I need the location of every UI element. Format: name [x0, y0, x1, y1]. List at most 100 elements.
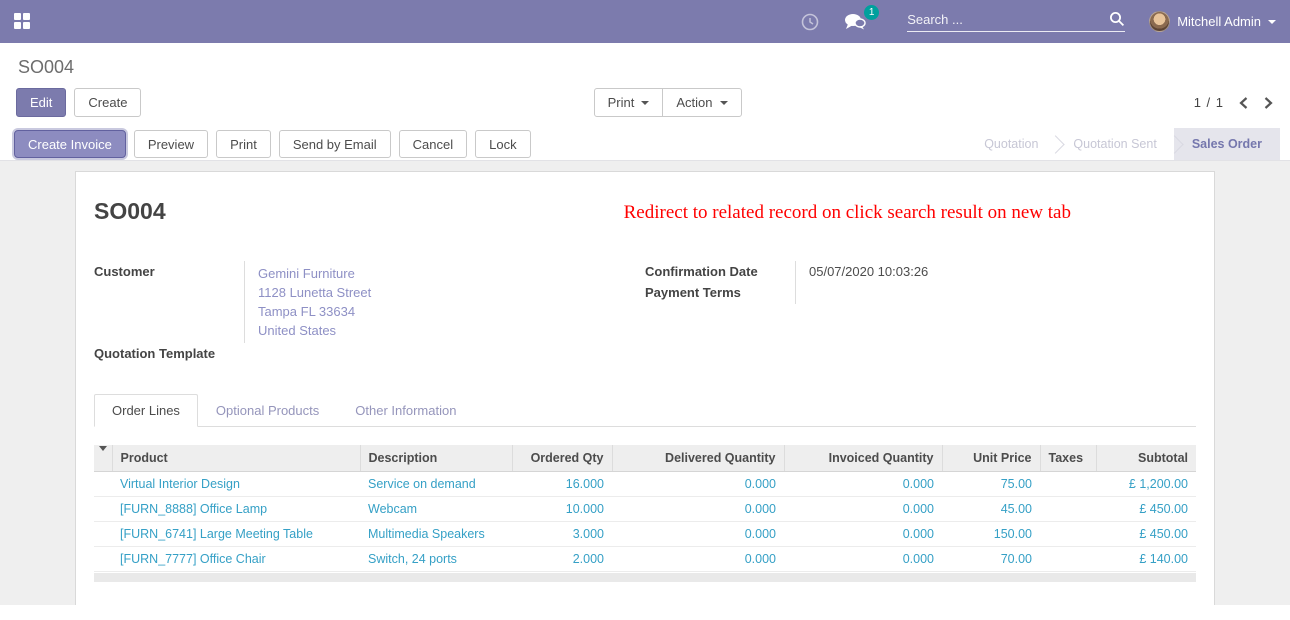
table-row[interactable]: [FURN_8888] Office Lamp Webcam 10.000 0.000… [94, 496, 1196, 522]
table-cell[interactable] [1040, 546, 1096, 572]
table-cell[interactable]: £ 140.00 [1096, 546, 1196, 572]
col-taxes[interactable]: Taxes [1040, 445, 1097, 472]
control-panel: SO004 Edit Create Print Action 1 / 1 [0, 43, 1290, 128]
right-field-group: Confirmation Date 05/07/2020 10:03:26 Pa… [645, 261, 1196, 364]
user-menu[interactable]: Mitchell Admin [1149, 11, 1276, 32]
table-row[interactable]: [FURN_6741] Large Meeting Table Multimedi… [94, 521, 1196, 547]
pager-previous-icon[interactable] [1238, 96, 1249, 110]
table-cell[interactable]: 0.000 [612, 546, 784, 572]
table-sort-caret[interactable] [94, 445, 113, 472]
stage-quotation-sent[interactable]: Quotation Sent [1073, 137, 1157, 151]
row-caret-cell [94, 471, 112, 497]
table-cell[interactable]: Virtual Interior Design [112, 471, 360, 497]
table-cell[interactable]: 0.000 [612, 521, 784, 547]
table-cell[interactable] [1040, 471, 1096, 497]
lock-button[interactable]: Lock [475, 130, 531, 158]
col-delivered-quantity[interactable]: Delivered Quantity [612, 445, 785, 472]
avatar [1149, 11, 1171, 32]
caret-down-icon [719, 100, 728, 105]
table-cell[interactable]: 0.000 [784, 471, 942, 497]
row-caret-cell [94, 496, 112, 522]
table-cell[interactable]: Multimedia Speakers [360, 521, 512, 547]
apps-menu-icon[interactable] [14, 13, 31, 30]
form-sheet: SO004 Redirect to related record on clic… [75, 171, 1215, 605]
table-cell[interactable]: 0.000 [612, 496, 784, 522]
order-lines-table: Product Description Ordered Qty Delivere… [94, 445, 1196, 572]
print-dropdown-button[interactable]: Print [593, 88, 664, 117]
table-cell[interactable]: Webcam [360, 496, 512, 522]
table-cell[interactable]: 0.000 [612, 471, 784, 497]
table-cell[interactable]: 45.00 [942, 496, 1040, 522]
table-cell[interactable]: 150.00 [942, 521, 1040, 547]
table-cell[interactable]: 10.000 [512, 496, 612, 522]
activities-clock-icon[interactable] [801, 13, 819, 31]
customer-value[interactable]: Gemini Furniture 1128 Lunetta Street Tam… [244, 261, 645, 343]
table-cell[interactable]: £ 450.00 [1096, 521, 1196, 547]
payment-terms-value[interactable] [795, 282, 1196, 304]
pager-count: 1 / 1 [1193, 95, 1224, 110]
confirmation-date-label: Confirmation Date [645, 264, 758, 279]
notebook-tabs: Order Lines Optional Products Other Info… [94, 394, 1196, 427]
customer-label: Customer [94, 264, 155, 279]
table-cell[interactable] [1040, 496, 1096, 522]
table-cell[interactable]: Service on demand [360, 471, 512, 497]
table-cell[interactable]: 3.000 [512, 521, 612, 547]
messages-chat-icon[interactable]: 1 [843, 5, 880, 31]
col-product[interactable]: Product [112, 445, 361, 472]
stage-sales-order[interactable]: Sales Order [1173, 128, 1280, 160]
table-cell[interactable]: [FURN_6741] Large Meeting Table [112, 521, 360, 547]
action-dropdown-button[interactable]: Action [662, 88, 742, 117]
table-cell[interactable]: [FURN_8888] Office Lamp [112, 496, 360, 522]
statusbar: Create Invoice Preview Print Send by Ema… [0, 128, 1290, 161]
print-button[interactable]: Print [216, 130, 271, 158]
table-footer-strip [94, 573, 1196, 582]
table-cell[interactable]: 0.000 [784, 546, 942, 572]
payment-terms-label: Payment Terms [645, 285, 741, 300]
create-invoice-button[interactable]: Create Invoice [14, 130, 126, 158]
table-row[interactable]: [FURN_7777] Office Chair Switch, 24 ports… [94, 546, 1196, 572]
col-ordered-qty[interactable]: Ordered Qty [512, 445, 613, 472]
create-button[interactable]: Create [74, 88, 142, 117]
table-cell[interactable]: 16.000 [512, 471, 612, 497]
table-cell[interactable]: Switch, 24 ports [360, 546, 512, 572]
table-cell[interactable]: 0.000 [784, 496, 942, 522]
tab-order-lines[interactable]: Order Lines [94, 394, 198, 427]
table-cell[interactable]: [FURN_7777] Office Chair [112, 546, 360, 572]
col-subtotal[interactable]: Subtotal [1096, 445, 1196, 472]
cancel-button[interactable]: Cancel [398, 130, 468, 158]
content-area: SO004 Redirect to related record on clic… [0, 161, 1290, 605]
quotation-template-value[interactable] [244, 343, 645, 364]
table-cell[interactable]: 70.00 [942, 546, 1040, 572]
table-cell[interactable]: £ 450.00 [1096, 496, 1196, 522]
untaxed-amount-value: £ 2,240.00 [1054, 604, 1194, 605]
search-input[interactable] [907, 11, 1110, 27]
pager-next-icon[interactable] [1263, 96, 1274, 110]
edit-button[interactable]: Edit [16, 88, 67, 117]
preview-button[interactable]: Preview [133, 130, 209, 158]
col-unit-price[interactable]: Unit Price [942, 445, 1041, 472]
table-cell[interactable]: 2.000 [512, 546, 612, 572]
table-cell[interactable]: 0.000 [784, 521, 942, 547]
tab-optional-products[interactable]: Optional Products [215, 403, 320, 418]
col-invoiced-quantity[interactable]: Invoiced Quantity [784, 445, 943, 472]
status-pipeline: Quotation Quotation Sent Sales Order [966, 128, 1280, 160]
confirmation-date-value[interactable]: 05/07/2020 10:03:26 [795, 261, 1196, 282]
top-navbar: 1 Mitchell Admin [0, 0, 1290, 43]
caret-down-icon [641, 100, 650, 105]
search-icon[interactable] [1109, 11, 1125, 27]
untaxed-amount-label: Untaxed Amount: [946, 604, 1054, 605]
stage-quotation[interactable]: Quotation [984, 137, 1039, 151]
row-caret-cell [94, 546, 112, 572]
tab-other-information[interactable]: Other Information [355, 403, 457, 418]
col-description[interactable]: Description [360, 445, 513, 472]
table-cell[interactable]: 75.00 [942, 471, 1040, 497]
document-title: SO004 [94, 198, 166, 224]
table-cell[interactable]: £ 1,200.00 [1096, 471, 1196, 497]
breadcrumb[interactable]: SO004 [18, 57, 75, 77]
table-cell[interactable] [1040, 521, 1096, 547]
row-caret-cell [94, 521, 112, 547]
send-by-email-button[interactable]: Send by Email [278, 130, 391, 158]
annotation-note: Redirect to related record on click sear… [623, 202, 1071, 223]
table-row[interactable]: Virtual Interior Design Service on demand… [94, 471, 1196, 497]
order-lines-body: Virtual Interior Design Service on demand… [94, 471, 1196, 572]
